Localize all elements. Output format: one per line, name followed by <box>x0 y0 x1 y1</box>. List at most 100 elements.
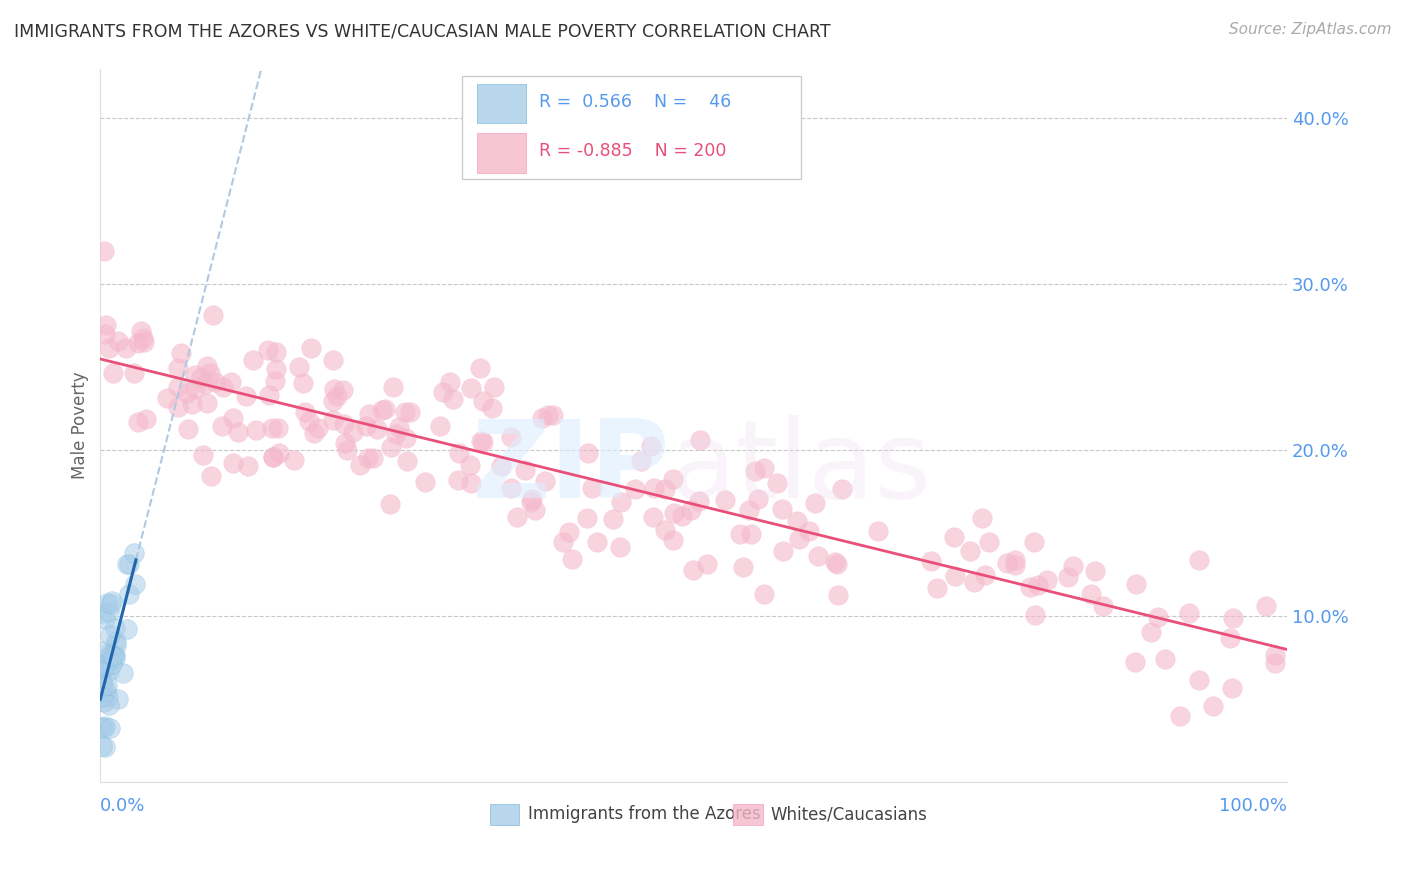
Point <box>1202 698 1225 713</box>
Point <box>94 684 117 698</box>
Point <box>439 376 461 390</box>
Point <box>104 648 127 662</box>
Point <box>1220 681 1243 695</box>
Point <box>156 391 179 405</box>
Point <box>825 557 848 571</box>
Point <box>394 404 416 418</box>
Point <box>91 677 114 691</box>
Point <box>97 341 120 355</box>
Point <box>335 443 357 458</box>
Point <box>472 393 495 408</box>
Point <box>602 512 624 526</box>
Text: Source: ZipAtlas.com: Source: ZipAtlas.com <box>1229 22 1392 37</box>
Point <box>236 459 259 474</box>
Point <box>127 336 149 351</box>
Point <box>93 244 115 259</box>
Point <box>970 511 993 525</box>
Point <box>523 503 546 517</box>
Point <box>1062 559 1084 574</box>
Point <box>94 327 117 342</box>
Point <box>1024 534 1046 549</box>
Point <box>96 596 118 610</box>
Point <box>432 385 454 400</box>
Point <box>93 658 115 673</box>
Point <box>1147 610 1170 624</box>
Point <box>267 420 290 434</box>
Point <box>371 403 394 417</box>
Point <box>115 557 138 571</box>
Point <box>97 698 120 713</box>
Text: R =  0.566    N =    46: R = 0.566 N = 46 <box>540 93 731 111</box>
Point <box>1125 655 1147 669</box>
Point <box>100 597 122 611</box>
Point <box>979 535 1001 549</box>
Point <box>824 555 846 569</box>
Point <box>581 481 603 495</box>
Point <box>1153 652 1175 666</box>
Point <box>395 430 418 444</box>
Point <box>460 381 482 395</box>
Point <box>1140 625 1163 640</box>
FancyBboxPatch shape <box>477 134 526 173</box>
Point <box>866 524 889 538</box>
Point <box>122 546 145 560</box>
Point <box>772 544 794 558</box>
Point <box>382 380 405 394</box>
Point <box>349 458 371 472</box>
Point <box>193 448 215 462</box>
Text: R = -0.885    N = 200: R = -0.885 N = 200 <box>540 142 727 161</box>
Text: Whites/Caucasians: Whites/Caucasians <box>770 805 928 823</box>
Point <box>190 370 212 384</box>
Point <box>98 646 121 660</box>
Point <box>447 473 470 487</box>
Point <box>1178 607 1201 621</box>
Text: Immigrants from the Azores: Immigrants from the Azores <box>527 805 761 823</box>
Point <box>740 527 762 541</box>
Point <box>257 388 280 402</box>
Point <box>94 718 117 732</box>
Point <box>264 344 287 359</box>
Point <box>688 494 710 508</box>
Point <box>609 540 631 554</box>
Point <box>537 408 560 422</box>
Point <box>1264 657 1286 671</box>
Point <box>262 450 284 464</box>
Point <box>1004 558 1026 572</box>
Point <box>105 638 128 652</box>
Point <box>388 419 411 434</box>
Point <box>689 433 711 447</box>
Point <box>299 341 322 355</box>
Point <box>643 509 665 524</box>
Point <box>799 524 821 538</box>
Point <box>534 475 557 489</box>
Point <box>827 588 849 602</box>
Point <box>322 394 344 409</box>
Point <box>211 419 233 434</box>
Point <box>959 544 981 558</box>
Point <box>696 557 718 571</box>
Point <box>90 657 112 671</box>
Point <box>1080 587 1102 601</box>
Point <box>132 334 155 349</box>
Point <box>264 362 287 376</box>
Point <box>1254 599 1277 613</box>
Point <box>198 367 221 381</box>
Point <box>522 491 544 506</box>
Point <box>1057 570 1080 584</box>
Point <box>98 721 121 735</box>
Point <box>101 657 124 671</box>
Point <box>484 380 506 394</box>
Point <box>135 412 157 426</box>
Point <box>468 361 491 376</box>
Point <box>167 379 190 393</box>
Point <box>93 662 115 676</box>
Point <box>789 532 811 546</box>
Point <box>90 606 112 620</box>
Point <box>471 435 494 450</box>
Point <box>624 483 647 497</box>
Point <box>118 587 141 601</box>
Point <box>262 450 284 464</box>
Point <box>541 408 564 422</box>
Point <box>167 360 190 375</box>
Point <box>1091 599 1114 614</box>
